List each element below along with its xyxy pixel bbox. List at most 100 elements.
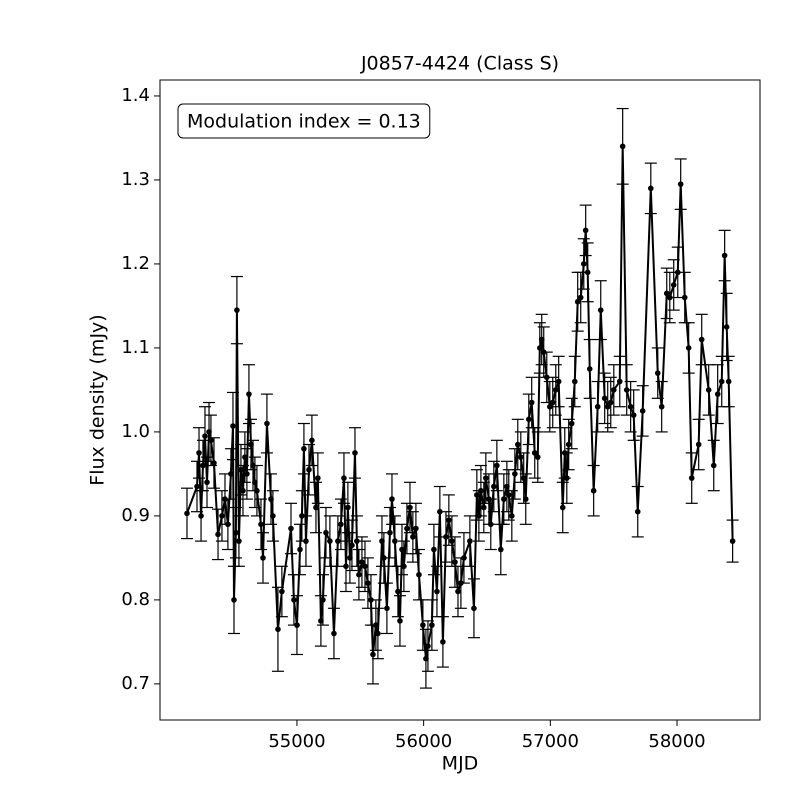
x-tick-label: 55000 xyxy=(268,731,325,752)
data-point xyxy=(522,496,529,502)
data-point xyxy=(254,487,260,494)
data-point xyxy=(474,492,480,498)
data-point xyxy=(434,588,440,595)
data-point xyxy=(552,387,559,393)
data-point xyxy=(443,534,449,540)
x-tick-label: 58000 xyxy=(648,731,705,752)
data-point xyxy=(368,597,374,603)
data-point xyxy=(318,618,324,624)
data-point xyxy=(303,538,309,544)
data-point xyxy=(238,466,244,473)
data-point xyxy=(231,597,237,603)
data-point xyxy=(200,462,206,469)
data-point xyxy=(577,294,584,301)
data-point xyxy=(505,492,512,498)
y-tick-label: 0.9 xyxy=(121,505,150,526)
data-point xyxy=(654,370,661,376)
data-point xyxy=(413,525,419,532)
annotation-box xyxy=(177,103,431,139)
data-point xyxy=(392,538,398,544)
data-point xyxy=(228,471,234,477)
data-point xyxy=(455,588,461,595)
data-point xyxy=(384,605,390,612)
data-point xyxy=(437,508,443,515)
data-point xyxy=(270,513,276,519)
data-point xyxy=(184,510,190,517)
data-point xyxy=(714,391,721,397)
data-point xyxy=(440,639,446,645)
data-point xyxy=(338,521,344,528)
data-point xyxy=(211,460,217,466)
data-point xyxy=(688,475,695,481)
data-point xyxy=(540,349,547,355)
data-point xyxy=(279,588,285,595)
data-point xyxy=(250,462,256,469)
data-point xyxy=(370,651,376,658)
data-point xyxy=(698,336,705,343)
data-point xyxy=(196,450,202,456)
data-point xyxy=(347,555,353,561)
data-point xyxy=(354,538,360,544)
data-point xyxy=(194,483,200,490)
data-point xyxy=(670,282,677,288)
x-axis-label: MJD xyxy=(442,753,479,775)
data-point xyxy=(461,555,467,561)
data-point xyxy=(487,521,494,528)
data-point xyxy=(514,441,521,448)
data-point xyxy=(497,546,504,553)
data-point xyxy=(723,324,730,330)
data-point xyxy=(242,454,248,460)
data-point xyxy=(222,496,228,502)
data-point xyxy=(467,538,473,544)
data-point xyxy=(491,483,497,490)
data-point xyxy=(565,441,572,448)
data-point xyxy=(323,529,329,536)
data-point xyxy=(725,378,732,385)
data-point xyxy=(404,525,410,532)
data-point xyxy=(601,395,608,402)
data-point xyxy=(327,538,333,544)
data-point xyxy=(335,538,341,544)
data-point xyxy=(639,408,646,414)
data-point xyxy=(252,479,258,486)
data-point xyxy=(471,605,477,612)
data-point xyxy=(248,441,254,448)
data-point xyxy=(512,471,518,477)
data-point xyxy=(452,559,458,565)
data-point xyxy=(538,336,545,343)
data-point xyxy=(681,294,688,301)
y-tick-label: 1.3 xyxy=(121,169,150,190)
data-point xyxy=(233,529,239,536)
data-point xyxy=(375,630,381,637)
data-point xyxy=(410,534,416,540)
data-point xyxy=(586,366,593,372)
data-point xyxy=(341,475,347,481)
annotation: Modulation index = 0.13 xyxy=(187,111,421,133)
data-point xyxy=(297,546,303,553)
data-point xyxy=(563,475,570,481)
y-tick-label: 1.0 xyxy=(121,421,150,442)
data-point xyxy=(230,423,236,429)
plot-frame xyxy=(159,79,761,721)
data-point xyxy=(481,504,487,511)
data-point xyxy=(666,294,673,301)
series xyxy=(180,107,739,689)
x-tick-label: 57000 xyxy=(522,731,579,752)
data-point xyxy=(685,345,692,351)
data-point xyxy=(658,403,665,410)
y-axis-label: Flux density (mJy) xyxy=(87,314,109,485)
data-point xyxy=(425,643,431,649)
data-point xyxy=(580,261,587,267)
data-point xyxy=(407,504,413,511)
data-point xyxy=(395,588,401,595)
data-point xyxy=(446,517,452,523)
data-point xyxy=(315,475,321,481)
data-point xyxy=(379,538,385,544)
data-point xyxy=(549,399,556,406)
data-point xyxy=(219,513,225,519)
data-point xyxy=(225,521,231,528)
data-point xyxy=(246,391,252,397)
data-point xyxy=(359,559,365,565)
data-point xyxy=(416,571,422,578)
data-point xyxy=(674,269,681,276)
